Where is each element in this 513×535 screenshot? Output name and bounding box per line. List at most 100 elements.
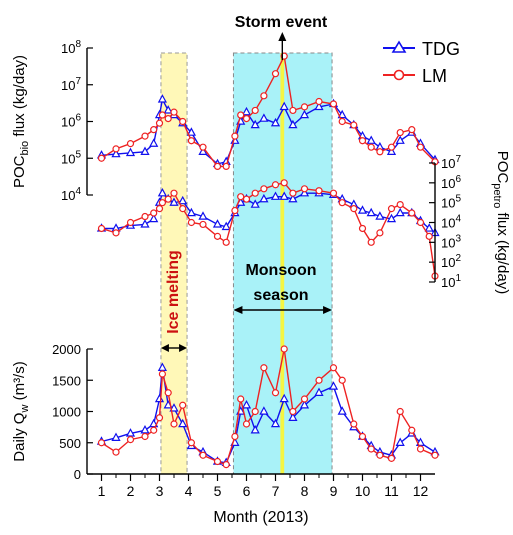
panel3-tdg-point (250, 424, 260, 434)
legend-tdg-marker (391, 40, 407, 53)
panel2-lm-point (350, 205, 358, 213)
panel1-tdg-point (259, 113, 269, 122)
panel2-lm-point (150, 209, 158, 217)
panel3-lm-point (199, 451, 207, 459)
panel2-lm-point (329, 189, 338, 197)
x-tick-label: 10 (355, 483, 371, 499)
panel3-lm-point (350, 420, 358, 428)
panel2-y-tick-label: 102 (441, 253, 461, 270)
panel2-lm-point (271, 181, 280, 189)
panel3-tdg-point (288, 412, 298, 421)
legend-lm-marker (393, 69, 405, 81)
panel3-lm-point (179, 401, 187, 409)
panel2-lm-point (338, 199, 346, 207)
panel2-tdg-point (375, 211, 385, 220)
panel1-tdg-point (366, 135, 376, 144)
panel1-lm-point (237, 111, 245, 119)
storm-event-label: Storm event (235, 14, 328, 31)
storm-event-region (280, 53, 285, 474)
panel3-lm-point (155, 414, 164, 422)
panel2-tdg-point (140, 219, 150, 228)
panel1-tdg-point (288, 119, 298, 129)
panel2-tdg-point (157, 187, 168, 197)
panel3-lm-point (222, 461, 230, 469)
panel3-tdg-point (241, 399, 252, 409)
panel1-tdg-point (337, 109, 347, 119)
panel2-tdg-point (270, 191, 281, 200)
panel2-tdg-point (259, 193, 269, 203)
panel3-lm-point (387, 454, 396, 462)
x-tick-label: 4 (185, 483, 193, 499)
panel3-tdg-point (111, 432, 121, 441)
panel1-lm-point (97, 154, 106, 162)
panel1-tdg-point (250, 119, 260, 129)
panel1-tdg-point (111, 148, 121, 158)
panel1-lm-point (187, 137, 195, 145)
panel1-y-tick-label: 106 (61, 113, 81, 130)
panel2-lm-point (97, 224, 106, 233)
panel3-lm-point (289, 407, 297, 416)
panel2-y-tick-label: 107 (441, 154, 461, 171)
x-tick-label: 11 (384, 483, 399, 499)
panel2-lm-point (358, 224, 367, 233)
panel3-tdg-point (328, 381, 339, 390)
panel3-lm-point (170, 420, 178, 428)
panel1-lm-point (150, 126, 158, 134)
panel2-lm-point (155, 205, 164, 213)
panel2-y-tick-label: 106 (441, 174, 461, 191)
panel2-tdg-point (366, 207, 376, 217)
panel2-tdg-point (279, 191, 289, 200)
panel1-tdg-point (314, 101, 324, 111)
panel2-tdg-point (424, 223, 434, 232)
panel2-lm-point (408, 209, 416, 217)
panel2-y-tick-label: 103 (441, 233, 461, 250)
panel3-tdg-point (299, 399, 310, 409)
panel1-lm-point (141, 132, 149, 140)
panel1-lm-point (242, 114, 251, 123)
panel1-tdg-point (125, 147, 136, 157)
panel3-tdg-point (270, 418, 281, 428)
panel1-lm-point (289, 106, 297, 115)
x-tick-label: 3 (156, 483, 164, 499)
panel2-lm-point (213, 232, 222, 240)
panel2-lm-point (237, 193, 245, 201)
x-axis-label: Month (2013) (213, 509, 308, 526)
panel1-lm-point (338, 117, 346, 126)
panel1-tdg-point (186, 127, 197, 136)
panel3-y-tick-label: 1500 (52, 373, 81, 388)
panel3-tdg-point (337, 406, 347, 415)
panel2-lm-point (315, 187, 323, 195)
panel2-tdg-point (386, 213, 397, 223)
panel1-y-tick-label: 108 (61, 39, 81, 56)
panel1-lm-point (408, 126, 416, 134)
panel3-lm-point (97, 439, 106, 447)
panel1-lm-point (158, 111, 166, 119)
x-tick-label: 12 (413, 483, 429, 499)
monsoon-arrow-left-head (233, 306, 243, 314)
panel1-lm-point (112, 145, 120, 153)
panel1-lm-point (358, 137, 367, 145)
panel1-y-axis-label: POCbio flux (kg/day) (11, 55, 31, 188)
panel1-y-tick-label: 104 (61, 186, 81, 203)
panel2-lm-point (425, 232, 433, 240)
panel3-lm-point (358, 432, 367, 441)
panel1-y-tick-label: 107 (61, 76, 81, 93)
panel1-tdg-point (386, 146, 397, 155)
panel2-lm-point (164, 195, 172, 203)
panel3-tdg-point (178, 418, 188, 428)
legend-lm-label: LM (422, 66, 447, 86)
panel1-lm-point (387, 143, 396, 151)
panel3-y-tick-label: 1000 (52, 405, 81, 420)
panel2-tdg-point (186, 207, 197, 217)
panel3-tdg-point (314, 387, 324, 396)
panel3-lm-point (260, 364, 268, 372)
panel1-lm-point (260, 92, 268, 100)
panel2-lm-point (126, 218, 135, 227)
panel2-lm-point (242, 195, 251, 203)
panel3-y-tick-label: 0 (74, 467, 81, 482)
panel1-lm-point (315, 97, 323, 106)
panel2-lm-point (141, 212, 149, 221)
panel3-lm-point (271, 389, 280, 397)
panel2-lm-point (112, 229, 120, 237)
panel3-lm-point (367, 445, 375, 453)
